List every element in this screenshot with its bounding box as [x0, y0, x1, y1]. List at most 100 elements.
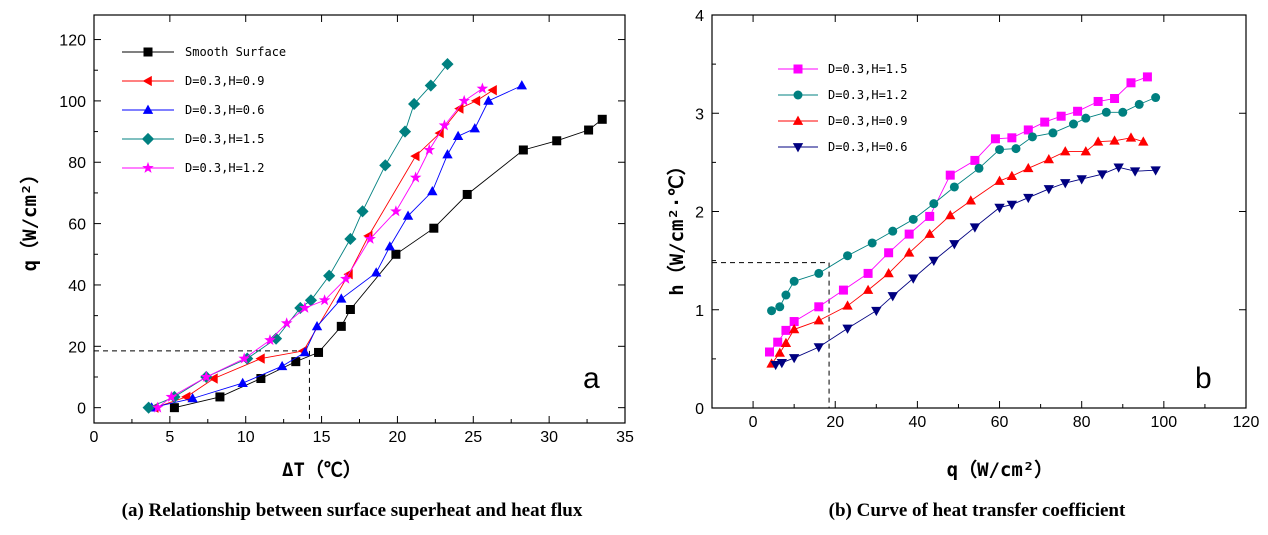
data-point — [843, 251, 853, 261]
legend-label: D=0.3,H=1.2 — [185, 161, 264, 175]
data-point — [336, 321, 346, 331]
data-point — [1081, 113, 1091, 123]
caption-b: (b) Curve of heat transfer coefficient — [829, 500, 1126, 521]
data-point — [1076, 175, 1087, 185]
panel-label-a: a — [583, 362, 600, 395]
data-point — [384, 241, 396, 251]
chart-a: a ΔT（℃） q（W/cm²） (a) Relationship betwee… — [18, 14, 634, 521]
caption-a: (a) Relationship between surface superhe… — [122, 500, 583, 521]
x-tick-label: 100 — [1150, 414, 1177, 431]
series-line — [174, 118, 603, 409]
legend-label: D=0.3,H=1.5 — [828, 62, 907, 76]
data-point — [994, 203, 1005, 213]
data-point — [965, 195, 976, 205]
y-tick-label: 60 — [68, 217, 86, 234]
data-point — [925, 211, 935, 221]
data-point — [1129, 167, 1141, 177]
data-point — [483, 95, 494, 105]
data-point — [867, 238, 877, 248]
x-tick-label: 80 — [1073, 414, 1091, 431]
data-point — [299, 347, 311, 357]
data-point — [1011, 144, 1021, 154]
y-tick-label: 0 — [695, 401, 704, 418]
legend-marker — [793, 64, 803, 74]
data-point — [336, 293, 347, 303]
x-tick-label: 30 — [540, 429, 558, 446]
data-point — [1125, 132, 1137, 142]
data-point — [969, 223, 981, 233]
data-point — [169, 403, 179, 413]
data-point — [142, 401, 155, 414]
legend-marker — [792, 143, 804, 153]
plot-frame — [711, 14, 1247, 409]
legend-marker — [142, 104, 154, 114]
data-point — [767, 306, 777, 316]
data-point — [410, 150, 420, 162]
data-point — [516, 80, 528, 90]
data-point — [774, 347, 785, 357]
x-tick-label: 0 — [749, 414, 758, 431]
series-line — [771, 97, 1156, 312]
data-point — [597, 114, 607, 124]
data-point — [788, 354, 800, 364]
y-tick-label: 0 — [77, 401, 86, 418]
series-line — [151, 85, 522, 409]
x-tick-label: 20 — [826, 414, 844, 431]
series-3 — [766, 132, 1149, 368]
data-point — [838, 285, 848, 295]
data-point — [256, 374, 266, 384]
data-point — [1080, 146, 1091, 156]
data-point — [776, 358, 788, 369]
legend-label: D=0.3,H=0.6 — [185, 103, 264, 117]
data-point — [1134, 99, 1144, 109]
data-point — [929, 199, 939, 209]
x-tick-label: 40 — [908, 414, 926, 431]
legend-marker — [143, 47, 153, 57]
data-point — [345, 304, 355, 314]
legend-marker — [141, 132, 155, 146]
panel-label-b: b — [1195, 362, 1212, 395]
data-point — [424, 79, 437, 92]
y-tick-label: 2 — [695, 205, 704, 222]
data-point — [887, 292, 898, 302]
data-point — [323, 269, 336, 282]
series-line — [769, 76, 1148, 353]
data-point — [814, 302, 824, 312]
data-point — [908, 274, 919, 284]
data-point — [1118, 107, 1128, 117]
x-tick-label: 5 — [165, 429, 174, 446]
data-point — [470, 95, 481, 107]
data-point — [1040, 117, 1050, 127]
data-point — [237, 377, 248, 387]
legend-marker — [792, 115, 804, 125]
data-point — [200, 370, 213, 382]
y-tick-label: 40 — [68, 278, 86, 295]
data-point — [1150, 166, 1161, 176]
series-line — [157, 88, 483, 409]
x-tick-label: 10 — [237, 429, 255, 446]
data-point — [1006, 170, 1018, 180]
data-point — [863, 268, 873, 278]
data-point — [469, 123, 480, 133]
data-point — [974, 163, 984, 173]
data-point — [949, 182, 959, 192]
y-axis-label-b: h（W/cm²·℃） — [665, 156, 688, 295]
data-point — [1142, 72, 1152, 82]
data-point — [1151, 93, 1161, 103]
y-axis-label-a: q（W/cm²） — [18, 165, 41, 272]
data-point — [255, 353, 265, 364]
data-point — [814, 268, 824, 278]
data-point — [371, 267, 382, 277]
data-point — [304, 294, 318, 307]
x-tick-label: 120 — [1233, 414, 1260, 431]
data-point — [344, 232, 357, 246]
data-point — [208, 373, 218, 384]
data-point — [390, 205, 402, 217]
series-3 — [146, 80, 528, 412]
data-point — [427, 185, 438, 196]
data-point — [789, 276, 799, 286]
data-point — [842, 300, 853, 310]
data-point — [765, 347, 775, 357]
series-2 — [767, 93, 1161, 316]
x-axis-label-b: q（W/cm²） — [947, 458, 1054, 481]
